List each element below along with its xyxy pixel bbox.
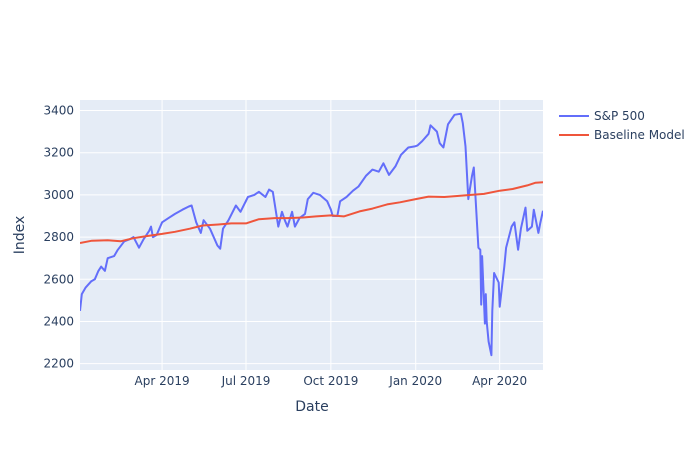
y-tick-label: 2400 [43, 314, 74, 328]
x-tick-label: Oct 2019 [303, 374, 358, 388]
series-layer [80, 112, 543, 357]
y-tick-label: 3400 [43, 104, 74, 118]
x-tick-label: Apr 2020 [472, 374, 527, 388]
y-axis-ticks: 2200 2400 2600 2800 3000 3200 3400 [43, 104, 74, 371]
x-axis-title: Date [295, 399, 328, 415]
x-tick-label: Jul 2019 [221, 374, 271, 388]
x-tick-label: Apr 2019 [135, 374, 190, 388]
legend-item[interactable]: Baseline Model [559, 128, 685, 142]
x-axis-ticks: Apr 2019 Jul 2019 Oct 2019 Jan 2020 Apr 2020 [135, 374, 528, 388]
y-tick-label: 2600 [43, 272, 74, 286]
y-tick-label: 3000 [43, 188, 74, 202]
legend[interactable]: S&P 500 Baseline Model [559, 109, 685, 142]
y-tick-label: 2200 [43, 357, 74, 371]
grid-lines [80, 100, 543, 370]
series-line-baseline-model[interactable] [80, 181, 543, 244]
legend-item[interactable]: S&P 500 [559, 109, 645, 123]
x-tick-label: Jan 2020 [388, 374, 442, 388]
y-axis-title: Index [12, 216, 28, 255]
y-tick-label: 3200 [43, 146, 74, 160]
legend-label: Baseline Model [594, 128, 685, 142]
legend-label: S&P 500 [594, 109, 645, 123]
y-tick-label: 2800 [43, 230, 74, 244]
